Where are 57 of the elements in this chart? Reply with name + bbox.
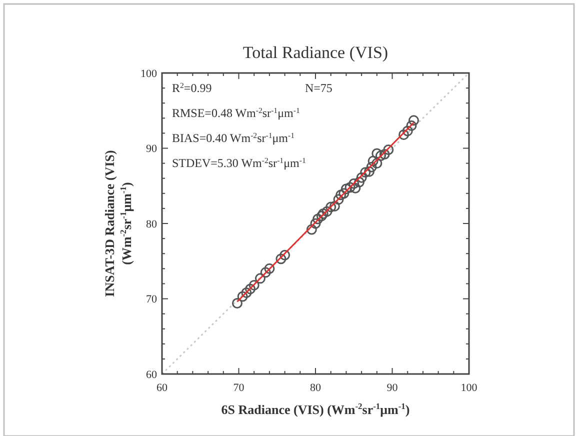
chart-title: Total Radiance (VIS) [242, 43, 388, 62]
point [354, 176, 364, 188]
point [316, 210, 327, 222]
x-tick-label: 60 [156, 382, 168, 394]
point [379, 149, 390, 160]
point [248, 280, 260, 290]
annotation: R$^{2}$=0.99 [172, 80, 212, 95]
point [232, 298, 242, 309]
x-tick-label: 70 [233, 382, 245, 394]
point [366, 162, 377, 172]
point [329, 200, 340, 212]
y-tick-label: 70 [146, 294, 158, 306]
point [350, 182, 361, 194]
point [245, 284, 256, 294]
point [408, 115, 419, 126]
point [237, 291, 248, 302]
annotation: N=75 [305, 81, 332, 95]
point [348, 178, 360, 189]
point [318, 208, 328, 219]
point [372, 158, 382, 169]
point [406, 120, 417, 131]
y-tick-label: 90 [146, 143, 158, 156]
point [360, 167, 371, 178]
point [364, 166, 374, 177]
point [368, 156, 378, 166]
x-axis-title: 6S Radiance (VIS) (Wm$^{-2}$sr$^{-1}$μm$^{-1}$) [221, 401, 410, 417]
point [326, 202, 336, 212]
point [310, 218, 321, 229]
point [312, 214, 324, 224]
point [375, 150, 386, 162]
point [336, 190, 346, 200]
point [383, 144, 394, 156]
point [333, 194, 344, 205]
point [322, 206, 332, 217]
y-tick-label: 80 [146, 218, 158, 230]
point [241, 287, 252, 298]
point [276, 254, 286, 264]
point [344, 182, 356, 193]
point [306, 224, 317, 235]
y-tick-label: 100 [140, 68, 158, 80]
point [340, 184, 352, 194]
x-tick-label: 90 [386, 382, 398, 394]
point [338, 188, 350, 199]
point [280, 250, 290, 260]
x-tick-label: 80 [310, 382, 322, 394]
point [356, 172, 367, 183]
point [402, 126, 413, 136]
point [372, 148, 382, 159]
point [254, 273, 266, 284]
annotation: RMSE=0.48 Wm$^{-2}$sr$^{-1}$μm$^{-1}$ [172, 106, 300, 120]
annotation: STDEV=5.30 Wm$^{-2}$sr$^{-1}$μm$^{-1}$ [172, 156, 306, 170]
x-tick-label: 100 [460, 382, 478, 394]
annotation: BIAS=0.40 Wm$^{-2}$sr$^{-1}$μm$^{-1}$ [172, 130, 295, 145]
point [264, 263, 275, 274]
y-tick-label: 60 [146, 368, 158, 381]
point [260, 267, 271, 278]
point [398, 129, 410, 140]
